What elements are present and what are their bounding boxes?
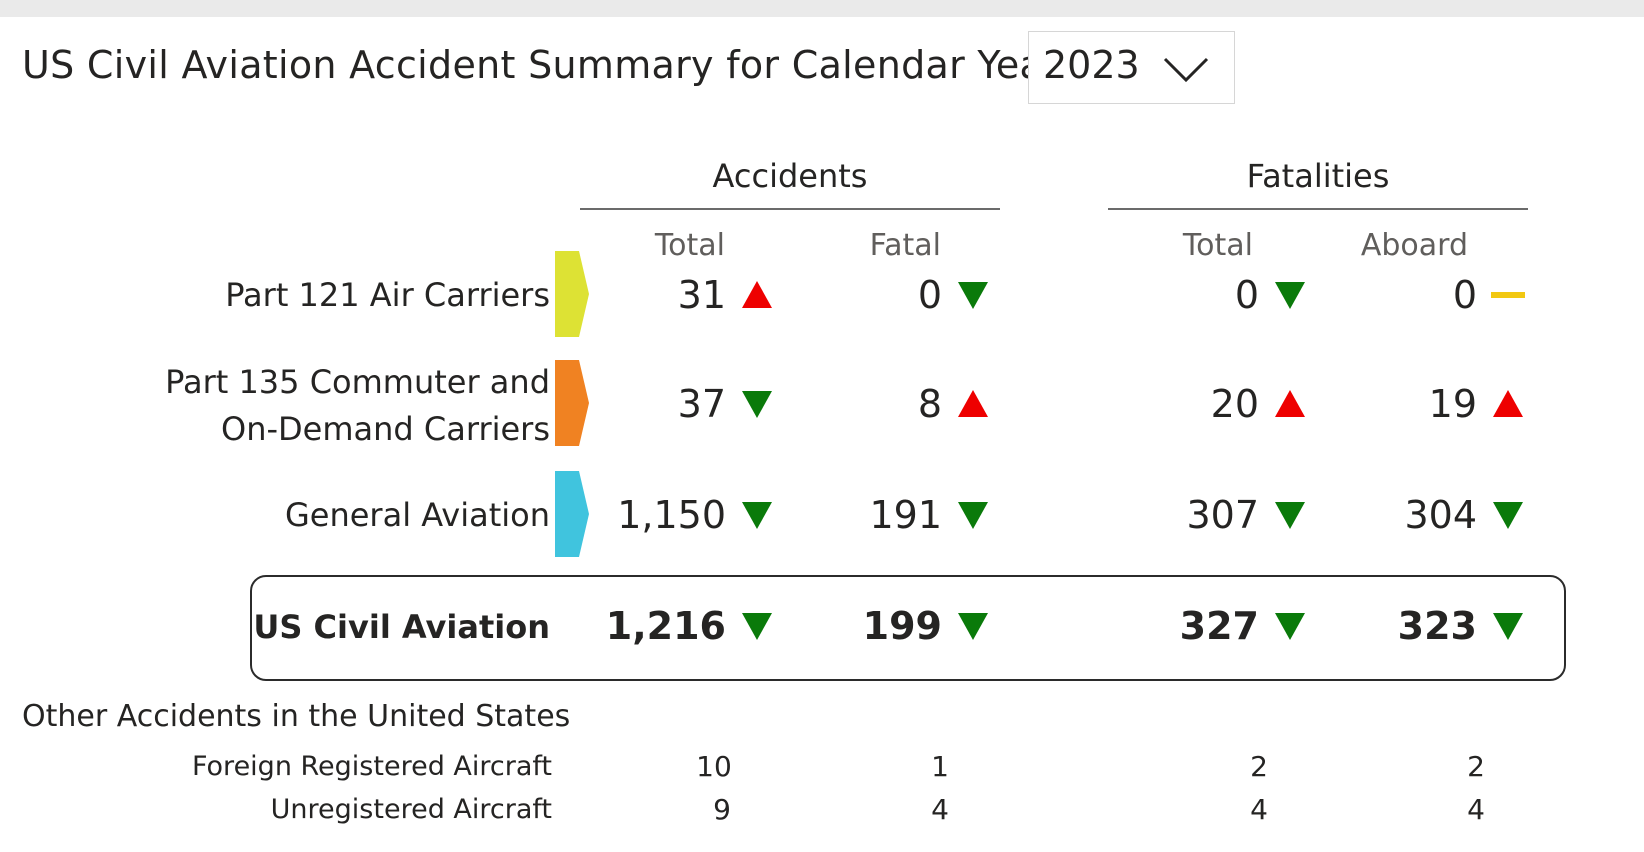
other-unregistered-accidents-fatal: 4 bbox=[931, 793, 949, 826]
other-foreign-accidents-total: 10 bbox=[696, 750, 732, 783]
other-row-label-unregistered: Unregistered Aircraft bbox=[270, 794, 552, 825]
other-foreign-accidents-fatal: 1 bbox=[931, 750, 949, 783]
down-triangle-icon bbox=[958, 282, 988, 309]
up-triangle-icon bbox=[1493, 390, 1523, 417]
value: 37 bbox=[677, 382, 726, 426]
down-triangle-icon bbox=[742, 391, 772, 418]
general-aviation-chevron-marker bbox=[555, 471, 589, 557]
flat-dash-icon bbox=[1491, 292, 1525, 298]
cell-part121-accidents-total: 31 bbox=[574, 270, 774, 320]
cell-part121-fatalities-aboard: 0 bbox=[1325, 270, 1525, 320]
other-unregistered-fatalities-total: 4 bbox=[1250, 793, 1268, 826]
accidents-group-header: Accidents bbox=[712, 157, 868, 195]
row-label-part-121: Part 121 Air Carriers bbox=[225, 276, 550, 314]
total-row-box bbox=[250, 575, 1566, 681]
other-accidents-title: Other Accidents in the United States bbox=[22, 699, 571, 734]
cell-general-accidents-total: 1,150 bbox=[574, 490, 774, 540]
up-triangle-icon bbox=[742, 281, 772, 308]
value: 19 bbox=[1428, 382, 1477, 426]
row-label-part-135-line2: On-Demand Carriers bbox=[221, 410, 550, 448]
value: 8 bbox=[917, 382, 942, 426]
value: 1,150 bbox=[617, 493, 726, 537]
value: 0 bbox=[1452, 273, 1477, 317]
fatalities-group-header: Fatalities bbox=[1246, 157, 1390, 195]
up-triangle-icon bbox=[958, 390, 988, 417]
col-header-accidents-fatal: Fatal bbox=[869, 228, 941, 263]
down-triangle-icon bbox=[742, 502, 772, 529]
other-unregistered-accidents-total: 9 bbox=[713, 793, 731, 826]
cell-total-fatalities-aboard: 323 bbox=[1325, 601, 1525, 651]
top-bar bbox=[0, 0, 1644, 17]
fatalities-divider bbox=[1108, 208, 1528, 210]
cell-part121-accidents-fatal: 0 bbox=[790, 270, 990, 320]
other-foreign-fatalities-total: 2 bbox=[1250, 750, 1268, 783]
down-triangle-icon bbox=[958, 613, 988, 640]
cell-general-fatalities-aboard: 304 bbox=[1325, 490, 1525, 540]
cell-total-fatalities-total: 327 bbox=[1107, 601, 1307, 651]
year-dropdown[interactable]: 2023 bbox=[1028, 31, 1235, 104]
row-label-part-135-line1: Part 135 Commuter and bbox=[165, 363, 550, 401]
year-dropdown-value: 2023 bbox=[1043, 43, 1140, 87]
col-header-fatalities-aboard: Aboard bbox=[1360, 228, 1468, 263]
cell-part135-accidents-fatal: 8 bbox=[790, 379, 990, 429]
down-triangle-icon bbox=[1493, 613, 1523, 640]
down-triangle-icon bbox=[1275, 502, 1305, 529]
col-header-fatalities-total: Total bbox=[1182, 228, 1253, 263]
value: 307 bbox=[1186, 493, 1259, 537]
cell-part121-fatalities-total: 0 bbox=[1107, 270, 1307, 320]
chevron-down-icon bbox=[1163, 57, 1209, 83]
value: 20 bbox=[1210, 382, 1259, 426]
cell-part135-fatalities-total: 20 bbox=[1107, 379, 1307, 429]
col-header-accidents-total: Total bbox=[654, 228, 725, 263]
up-triangle-icon bbox=[1275, 390, 1305, 417]
total-row-label: US Civil Aviation bbox=[253, 608, 550, 646]
value: 0 bbox=[1234, 273, 1259, 317]
other-row-label-foreign: Foreign Registered Aircraft bbox=[191, 751, 552, 782]
down-triangle-icon bbox=[958, 502, 988, 529]
value: 327 bbox=[1179, 604, 1259, 648]
value: 0 bbox=[917, 273, 942, 317]
other-unregistered-fatalities-aboard: 4 bbox=[1467, 793, 1485, 826]
cell-total-accidents-total: 1,216 bbox=[574, 601, 774, 651]
value: 31 bbox=[677, 273, 726, 317]
row-label-general-aviation: General Aviation bbox=[284, 496, 550, 534]
cell-part135-accidents-total: 37 bbox=[574, 379, 774, 429]
value: 1,216 bbox=[605, 604, 726, 648]
accidents-divider bbox=[580, 208, 1000, 210]
value: 323 bbox=[1397, 604, 1477, 648]
value: 191 bbox=[869, 493, 942, 537]
down-triangle-icon bbox=[1275, 613, 1305, 640]
value: 199 bbox=[862, 604, 942, 648]
cell-part135-fatalities-aboard: 19 bbox=[1325, 379, 1525, 429]
other-foreign-fatalities-aboard: 2 bbox=[1467, 750, 1485, 783]
part-135-chevron-marker bbox=[555, 360, 589, 446]
cell-general-accidents-fatal: 191 bbox=[790, 490, 990, 540]
page-title: US Civil Aviation Accident Summary for C… bbox=[22, 43, 1060, 87]
down-triangle-icon bbox=[1275, 282, 1305, 309]
value: 304 bbox=[1404, 493, 1477, 537]
cell-total-accidents-fatal: 199 bbox=[790, 601, 990, 651]
down-triangle-icon bbox=[1493, 502, 1523, 529]
cell-general-fatalities-total: 307 bbox=[1107, 490, 1307, 540]
part-121-chevron-marker bbox=[555, 251, 589, 337]
down-triangle-icon bbox=[742, 613, 772, 640]
